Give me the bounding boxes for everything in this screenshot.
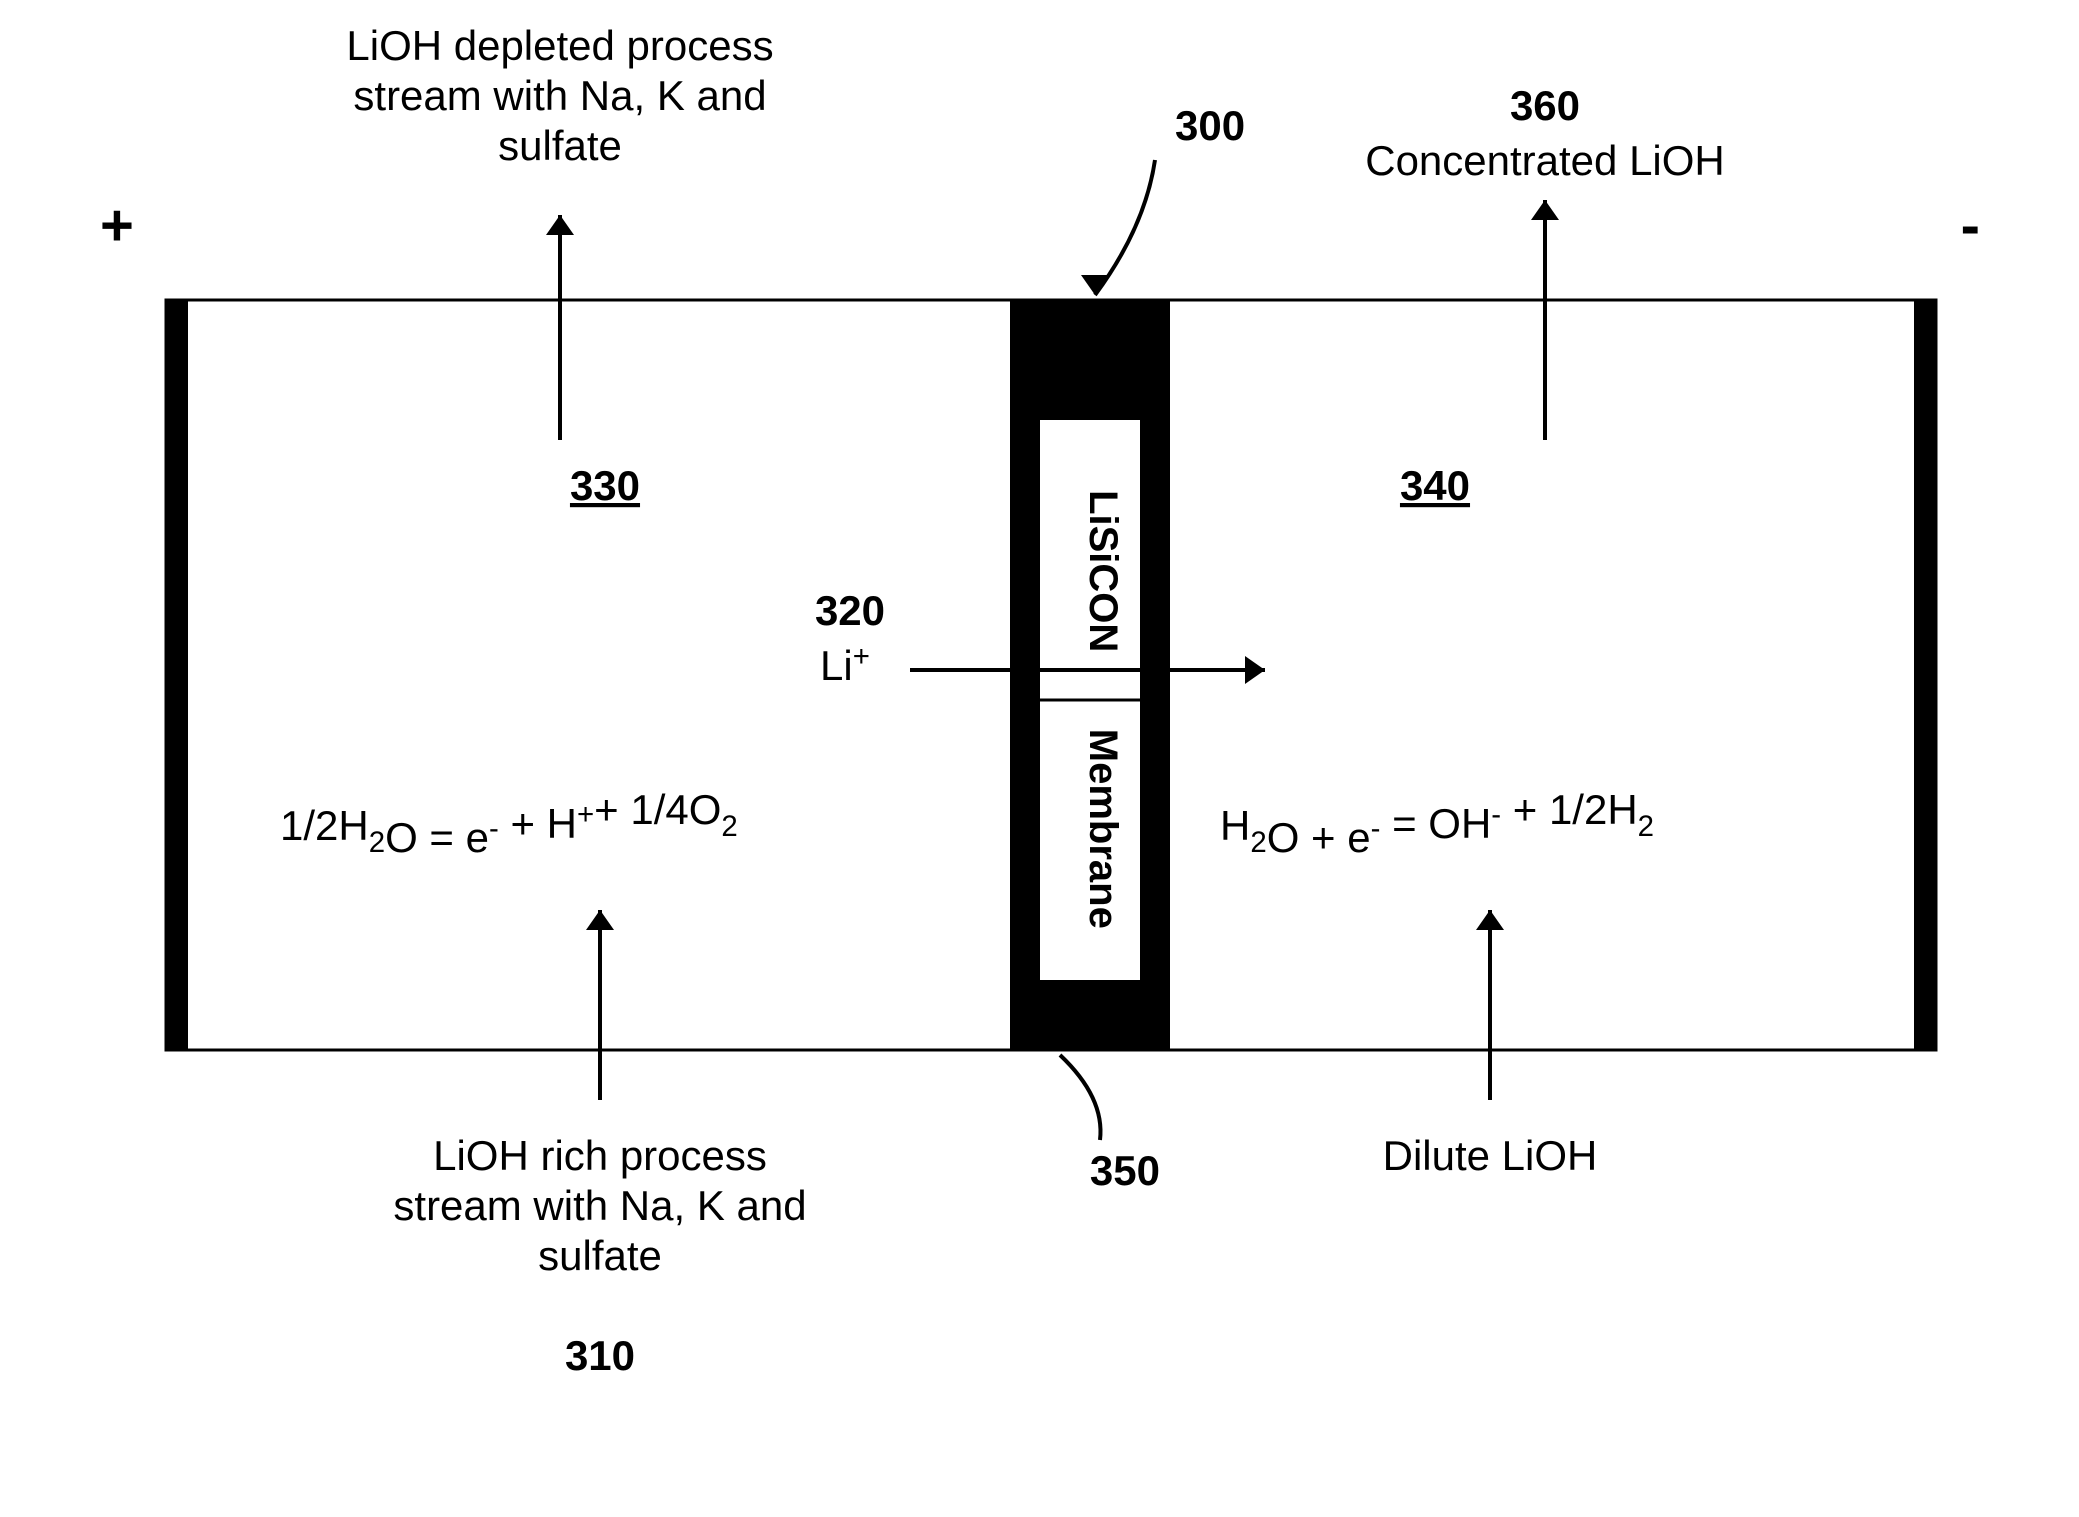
top-left-label: sulfate (498, 122, 622, 169)
top-left-label: stream with Na, K and (353, 72, 766, 119)
arrow-head (1476, 910, 1504, 930)
polarity-plus: + (100, 193, 134, 258)
li-plus-label: Li+ (820, 640, 870, 689)
bottom-left-label: stream with Na, K and (393, 1182, 806, 1229)
arrow-head (1531, 200, 1559, 220)
ref-310: 310 (565, 1332, 635, 1379)
anode-reaction: 1/2H2O = e- + H++ 1/4O2 (280, 786, 738, 861)
ref-300-pointer (1095, 160, 1155, 295)
bottom-left-label: sulfate (538, 1232, 662, 1279)
ref-350-pointer (1060, 1055, 1101, 1140)
arrow-head (546, 215, 574, 235)
cathode-electrode (1914, 300, 1936, 1050)
ref-300: 300 (1175, 102, 1245, 149)
ref-360: 360 (1510, 82, 1580, 129)
ref-320: 320 (815, 587, 885, 634)
arrow-head (1245, 656, 1265, 684)
top-right-label: Concentrated LiOH (1365, 137, 1725, 184)
top-left-label: LiOH depleted process (346, 22, 773, 69)
arrow-head (1081, 275, 1109, 295)
membrane-label-bottom: Membrane (1081, 729, 1125, 929)
ref-330: 330 (570, 462, 640, 509)
diagram-canvas: LiSiCONMembrane+-LiOH depleted processst… (0, 0, 2079, 1517)
bottom-left-label: LiOH rich process (433, 1132, 767, 1179)
anode-electrode (166, 300, 188, 1050)
bottom-right-label: Dilute LiOH (1383, 1132, 1598, 1179)
ref-350: 350 (1090, 1147, 1160, 1194)
membrane-label-top: LiSiCON (1081, 490, 1125, 652)
polarity-minus: - (1961, 193, 1980, 258)
cathode-reaction: H2O + e- = OH- + 1/2H2 (1220, 786, 1654, 861)
arrow-head (586, 910, 614, 930)
ref-340: 340 (1400, 462, 1470, 509)
